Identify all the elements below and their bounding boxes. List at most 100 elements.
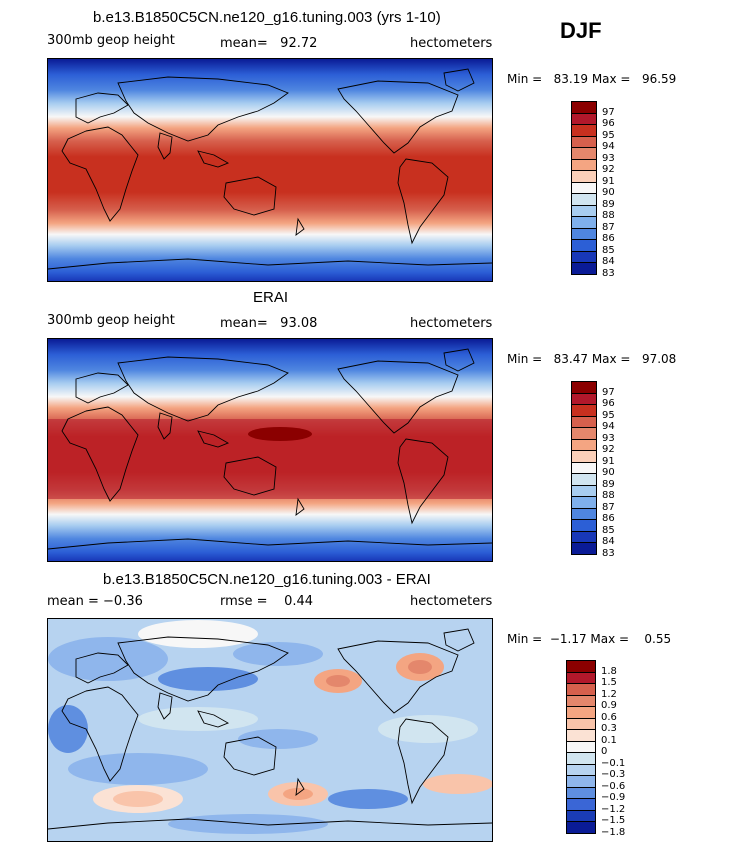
coastline-path xyxy=(117,356,289,422)
min-value: 83.47 xyxy=(553,352,588,366)
coastline-path xyxy=(337,80,459,154)
coastline-path xyxy=(117,76,289,142)
map-obs-svg xyxy=(48,339,492,561)
units-label: hectometers xyxy=(410,316,493,331)
coastline-path xyxy=(61,126,139,222)
colorbar-label: 84 xyxy=(602,536,615,547)
coastline-path xyxy=(197,430,230,448)
colorbar-label: 90 xyxy=(602,467,615,478)
colorbar-label: 0.3 xyxy=(601,723,617,734)
mean-label: mean= 92.72 xyxy=(220,36,317,51)
colorbar-label: 89 xyxy=(602,198,615,210)
coastline-path xyxy=(157,132,173,160)
coastline-path xyxy=(337,360,459,434)
colorbar-label: 96 xyxy=(602,398,615,409)
min-key: Min = xyxy=(507,72,543,86)
colorbar-label: 92 xyxy=(602,164,615,175)
coastline-path xyxy=(397,158,449,245)
colorbar-swatch xyxy=(566,821,596,834)
colorbar-label: 0.9 xyxy=(601,700,617,711)
coastline-path xyxy=(48,258,492,270)
coastline-path xyxy=(117,636,289,702)
colorbar-label: 85 xyxy=(602,524,615,536)
colorbar-label: −1.5 xyxy=(601,815,626,826)
coastline-path xyxy=(443,628,475,652)
units-label: hectometers xyxy=(410,36,493,51)
panel-title: b.e13.B1850C5CN.ne120_g16.tuning.003 - E… xyxy=(103,571,431,588)
map-diff-svg xyxy=(48,619,492,841)
coastlines xyxy=(48,348,492,550)
coastline-path xyxy=(197,150,230,168)
colorbar-label: 84 xyxy=(602,256,615,267)
colorbar-label: 1.8 xyxy=(601,665,617,677)
coastline-path xyxy=(337,640,459,714)
mean-label: mean= 93.08 xyxy=(220,316,317,331)
coastline-path xyxy=(61,406,139,502)
map-obs xyxy=(47,338,493,562)
mean-value: 92.72 xyxy=(280,36,318,51)
colorbar-label: −0.1 xyxy=(601,757,626,769)
colorbar-label: 0.1 xyxy=(601,734,617,746)
min-max-readout: Min = 83.19 Max = 96.59 xyxy=(507,72,676,86)
colorbar-label: 94 xyxy=(602,421,615,432)
coastline-path xyxy=(295,217,305,236)
coastline-path xyxy=(157,692,173,720)
min-max-readout: Min = −1.17 Max = 0.55 xyxy=(507,632,671,646)
colorbar-label: 92 xyxy=(602,444,615,455)
map-model-svg xyxy=(48,59,492,281)
colorbar-swatch xyxy=(571,262,597,275)
colorbar-label: 83 xyxy=(602,267,615,279)
colorbar-label: 88 xyxy=(602,490,615,501)
mean-key: mean= xyxy=(220,316,268,331)
colorbar-label: 93 xyxy=(602,152,615,164)
coastline-path xyxy=(75,92,129,124)
coastline-path xyxy=(157,412,173,440)
min-value: −1.17 xyxy=(549,632,587,646)
colorbar-label: 91 xyxy=(602,175,615,187)
map-diff xyxy=(47,618,493,842)
mean-key: mean= xyxy=(220,36,268,51)
rmse-key: rmse = xyxy=(220,594,268,609)
panel-title: b.e13.B1850C5CN.ne120_g16.tuning.003 (yr… xyxy=(93,9,441,26)
coastline-path xyxy=(223,456,277,496)
coastline-path xyxy=(397,718,449,805)
colorbar-label: 85 xyxy=(602,244,615,256)
coastline-path xyxy=(443,348,475,372)
max-value: 96.59 xyxy=(641,72,677,86)
colorbar-label: 89 xyxy=(602,478,615,490)
colorbar-label: 86 xyxy=(602,233,615,244)
colorbar-label: 97 xyxy=(602,386,615,398)
colorbar-label: −0.3 xyxy=(601,769,626,780)
coastline-path xyxy=(295,777,305,796)
min-value: 83.19 xyxy=(553,72,588,86)
colorbar-label: 94 xyxy=(602,141,615,152)
units-label: hectometers xyxy=(410,594,493,609)
colorbar-label: 0 xyxy=(601,746,608,757)
coastline-path xyxy=(48,818,492,830)
warm-pool-max xyxy=(248,427,312,441)
min-key: Min = xyxy=(507,352,543,366)
coastline-path xyxy=(223,736,277,776)
colorbar-label: 1.2 xyxy=(601,688,617,700)
coastline-path xyxy=(197,710,230,728)
colorbar-label: 1.5 xyxy=(601,677,617,688)
max-key: Max = xyxy=(591,72,631,86)
field-name: 300mb geop height xyxy=(47,313,175,328)
coastline-path xyxy=(61,686,139,782)
coastline-path xyxy=(75,652,129,684)
rmse-label: rmse = 0.44 xyxy=(220,594,313,609)
season-label: DJF xyxy=(560,18,602,43)
colorbar-label: 93 xyxy=(602,432,615,444)
colorbar-label: 83 xyxy=(602,547,615,559)
max-value: 97.08 xyxy=(641,352,677,366)
min-max-readout: Min = 83.47 Max = 97.08 xyxy=(507,352,676,366)
min-key: Min = xyxy=(507,632,543,646)
coastline-path xyxy=(443,68,475,92)
colorbar-label: 90 xyxy=(602,187,615,198)
max-value: 0.55 xyxy=(644,632,672,646)
coastline-path xyxy=(48,538,492,550)
colorbar-label: 95 xyxy=(602,409,615,421)
colorbar-label: 88 xyxy=(602,210,615,221)
coastline-path xyxy=(397,438,449,525)
map-model xyxy=(47,58,493,282)
